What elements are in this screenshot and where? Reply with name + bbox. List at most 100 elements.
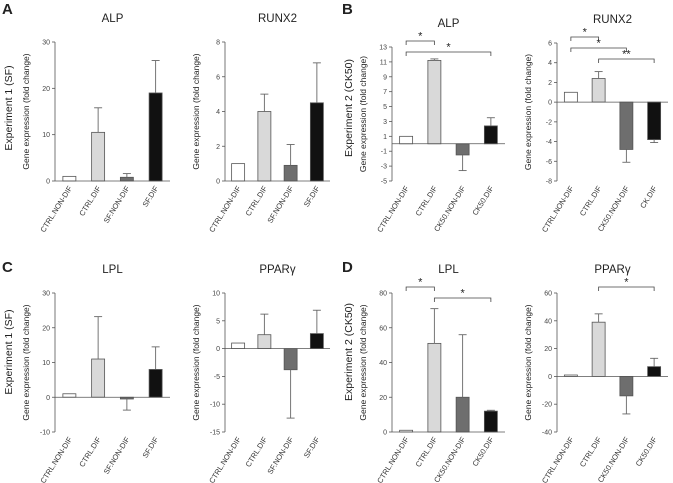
chart-title: LPL xyxy=(102,264,123,276)
bar-3 xyxy=(455,143,470,156)
chart-title: RUNX2 xyxy=(258,13,297,25)
y-tick-label: 0 xyxy=(548,374,552,381)
experiment-label-b: Experiment 2 (CK50) xyxy=(343,59,355,157)
experiment-label-a: Experiment 1 (SF) xyxy=(3,65,15,150)
category-label: CTRL.NON-DIF xyxy=(540,435,576,483)
bar-2 xyxy=(91,358,106,398)
y-axis-label: Gene expression (fold change) xyxy=(358,304,368,420)
y-axis-label: Gene expression (fold change) xyxy=(523,54,533,170)
bar-4 xyxy=(148,92,163,182)
panel-letter-a: A xyxy=(2,1,13,18)
bar-1 xyxy=(563,91,578,103)
category-label: CTRL.NON-DIF xyxy=(375,184,411,234)
bar-4 xyxy=(647,366,662,377)
y-tick-label: -6 xyxy=(546,159,552,166)
bar-3 xyxy=(283,348,298,371)
significance-label: * xyxy=(446,42,451,54)
y-tick-label: 20 xyxy=(379,395,387,402)
y-tick-label: -10 xyxy=(210,402,220,409)
y-tick-label: 20 xyxy=(544,346,552,353)
y-tick-label: 9 xyxy=(383,74,387,81)
y-tick-label: 0 xyxy=(216,179,220,186)
y-tick-label: 10 xyxy=(42,360,50,367)
chart-b-runx2: RUNX2 Gene expression (fold change) -8 -6 -4… xyxy=(523,14,668,234)
y-tick-label: -1 xyxy=(381,149,387,156)
bar-2 xyxy=(591,78,606,103)
significance-label: * xyxy=(418,277,423,289)
significance-bracket xyxy=(405,286,435,291)
bar-4 xyxy=(483,125,498,145)
category-label: CK.DIF xyxy=(638,184,659,210)
y-tick-label: -10 xyxy=(40,430,50,437)
category-label: CK50.DIF xyxy=(470,184,495,217)
chart-a-alp: ALP Gene expression (fold change) 0 10 20 30 C… xyxy=(21,13,170,234)
significance-bracket xyxy=(570,47,627,52)
category-label: SF.NON-DIF xyxy=(265,184,295,225)
category-label: SF.DIF xyxy=(141,184,161,209)
y-tick-label: 2 xyxy=(548,80,552,87)
y-tick-label: 30 xyxy=(42,291,50,298)
bar-2 xyxy=(427,342,442,433)
y-tick-label: 4 xyxy=(548,60,552,67)
significance-label: ** xyxy=(622,49,631,61)
y-tick-label: 40 xyxy=(379,360,387,367)
y-axis-label: Gene expression (fold change) xyxy=(21,53,31,169)
y-tick-label: 0 xyxy=(383,430,387,437)
significance-label: * xyxy=(624,277,629,289)
bar-3 xyxy=(619,101,634,150)
chart-title: LPL xyxy=(438,264,459,276)
y-tick-label: 6 xyxy=(216,74,220,81)
category-label: CTRL.NON-DIF xyxy=(38,435,74,483)
category-label: SF.NON-DIF xyxy=(265,435,295,476)
category-label: CTRL.NON-DIF xyxy=(540,184,576,234)
category-label: CTRL.NON-DIF xyxy=(207,435,243,483)
y-tick-label: -4 xyxy=(546,139,552,146)
bar-1 xyxy=(62,393,77,398)
y-tick-label: 0 xyxy=(46,395,50,402)
bar-4 xyxy=(309,333,324,350)
chart-d-lpl: LPL Gene expression (fold change) 0 20 40 60 8… xyxy=(358,264,505,483)
experiment-label-d: Experiment 2 (CK50) xyxy=(343,303,355,401)
y-tick-label: 0 xyxy=(216,346,220,353)
bar-4 xyxy=(148,369,163,398)
y-tick-label: 0 xyxy=(548,100,552,107)
bar-1 xyxy=(62,175,77,182)
y-tick-label: 7 xyxy=(383,89,387,96)
chart-c-ppar: PPARγ Gene expression (fold change) -15 -10… xyxy=(191,264,330,483)
bar-4 xyxy=(483,410,498,433)
category-label: CTRL.DIF xyxy=(414,435,440,469)
y-tick-label: -40 xyxy=(542,430,552,437)
y-tick-label: 60 xyxy=(379,325,387,332)
chart-title: PPARγ xyxy=(594,264,630,276)
panel-letter-d: D xyxy=(342,259,353,276)
significance-bracket xyxy=(433,297,492,302)
bar-1 xyxy=(231,163,246,182)
y-tick-label: 8 xyxy=(216,40,220,47)
category-label: CTRL.NON-DIF xyxy=(207,184,243,234)
category-label: CK50.DIF xyxy=(470,435,495,468)
bar-3 xyxy=(455,396,470,433)
y-tick-label: -5 xyxy=(381,179,387,186)
bar-2 xyxy=(257,111,272,182)
significance-label: * xyxy=(596,38,601,50)
y-tick-label: 11 xyxy=(380,59,387,66)
y-tick-label: 3 xyxy=(383,119,387,126)
bar-1 xyxy=(231,342,246,350)
category-label: CTRL.NON-DIF xyxy=(375,435,411,483)
chart-c-lpl: LPL Gene expression (fold change) -10 0 10 20… xyxy=(21,264,170,483)
bar-4 xyxy=(309,102,324,182)
category-label: CTRL.DIF xyxy=(77,435,103,469)
significance-bracket xyxy=(598,286,655,291)
y-axis-label: Gene expression (fold change) xyxy=(21,304,31,420)
chart-title: ALP xyxy=(102,13,124,25)
category-label: SF.DIF xyxy=(141,435,161,460)
y-axis-label: Gene expression (fold change) xyxy=(358,56,368,172)
y-tick-label: 5 xyxy=(216,318,220,325)
y-tick-label: 13 xyxy=(379,45,387,52)
significance-bracket xyxy=(570,36,600,41)
chart-title: RUNX2 xyxy=(593,14,632,26)
category-label: CTRL.DIF xyxy=(77,184,103,218)
chart-title: PPARγ xyxy=(259,264,295,276)
